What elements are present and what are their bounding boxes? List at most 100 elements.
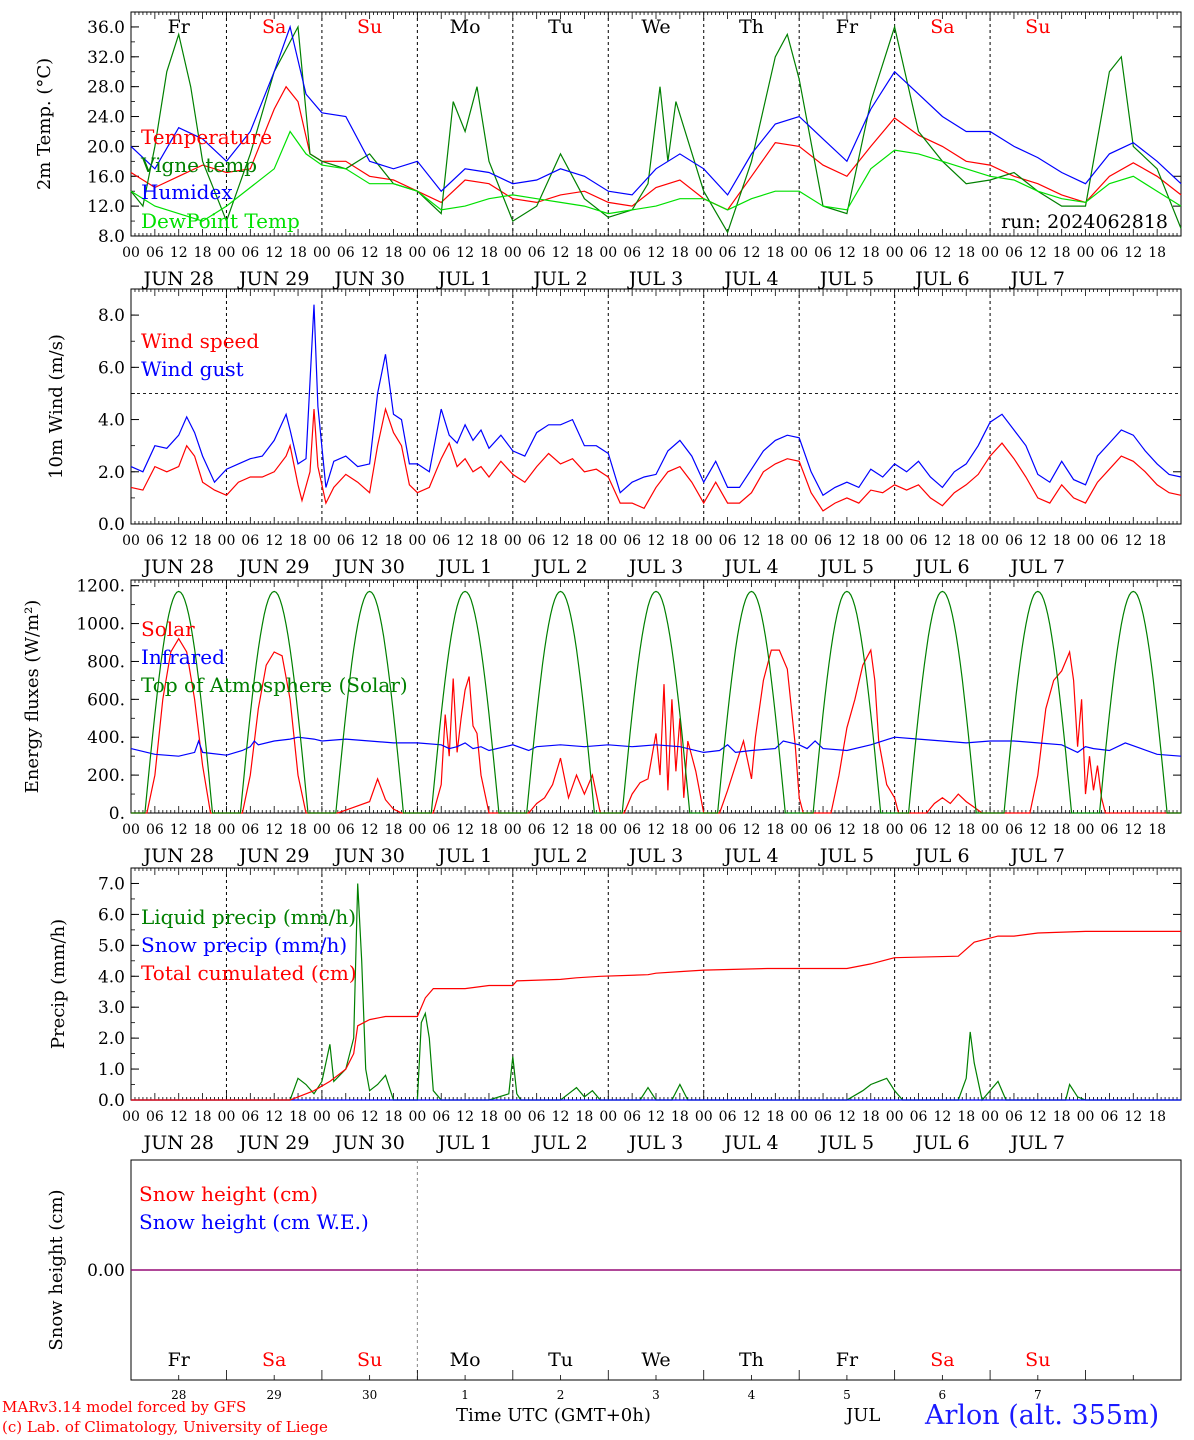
hour-tick-label: 18 — [957, 533, 975, 549]
hour-tick-label: 12 — [265, 822, 283, 838]
day-number-label: 7 — [1034, 1388, 1042, 1402]
hour-tick-label: 06 — [623, 822, 641, 838]
hour-tick-label: 18 — [766, 822, 784, 838]
date-label: JUL 5 — [818, 556, 874, 578]
hour-tick-label: 12 — [552, 533, 570, 549]
hour-tick-label: 06 — [910, 533, 928, 549]
hour-tick-label: 06 — [432, 245, 450, 261]
hour-tick-label: 06 — [1005, 1109, 1023, 1125]
hour-tick-label: 06 — [814, 822, 832, 838]
hour-tick-label: 12 — [170, 822, 188, 838]
date-label: JUL 3 — [627, 1132, 683, 1154]
date-label: JUL 1 — [436, 556, 492, 578]
date-label: JUL 2 — [531, 845, 587, 867]
hour-tick-label: 12 — [552, 1109, 570, 1125]
hour-tick-label: 12 — [1029, 1109, 1047, 1125]
hour-tick-label: 00 — [504, 822, 522, 838]
hour-tick-label: 06 — [814, 1109, 832, 1125]
series-line-wind-gust — [130, 304, 1182, 497]
hour-tick-label: 18 — [575, 1109, 593, 1125]
hour-tick-label: 00 — [981, 1109, 999, 1125]
day-name-label: Th — [739, 1349, 764, 1371]
hour-tick-label: 00 — [599, 822, 617, 838]
legend-entry: Snow height (cm W.E.) — [139, 1210, 369, 1234]
y-tick-label: 8.0 — [98, 306, 125, 326]
y-axis-title: Snow height (cm) — [46, 1189, 67, 1350]
hour-tick-label: 00 — [1077, 245, 1095, 261]
date-label: JUL 7 — [1009, 268, 1065, 290]
hour-tick-label: 06 — [623, 245, 641, 261]
date-label: JUN 30 — [332, 556, 404, 578]
hour-tick-label: 12 — [552, 245, 570, 261]
day-name-label: Fr — [836, 16, 859, 38]
date-label: JUL 2 — [531, 268, 587, 290]
hour-tick-label: 06 — [528, 822, 546, 838]
hour-tick-label: 12 — [647, 822, 665, 838]
hour-tick-label: 12 — [1029, 533, 1047, 549]
x-axis-title: Time UTC (GMT+0h) — [456, 1405, 651, 1426]
hour-tick-label: 18 — [194, 245, 212, 261]
hour-tick-label: 18 — [289, 1109, 307, 1125]
hour-tick-label: 12 — [1124, 822, 1142, 838]
hour-tick-label: 12 — [933, 245, 951, 261]
hour-tick-label: 00 — [599, 533, 617, 549]
series-line-total-cumulated-cm — [131, 930, 1181, 1101]
day-name-label: Mo — [450, 1349, 481, 1371]
hour-tick-label: 00 — [1077, 1109, 1095, 1125]
hour-tick-label: 12 — [743, 533, 761, 549]
day-number-label: 3 — [652, 1388, 660, 1402]
hour-tick-label: 06 — [432, 533, 450, 549]
hour-tick-label: 06 — [1005, 533, 1023, 549]
hour-tick-label: 06 — [146, 822, 164, 838]
day-name-label: Su — [1025, 1349, 1050, 1371]
y-tick-label: 0.0 — [98, 1091, 125, 1111]
date-label: JUL 7 — [1009, 845, 1065, 867]
day-name-label: Tu — [548, 16, 573, 38]
hour-tick-label: 12 — [265, 1109, 283, 1125]
hour-tick-label: 06 — [241, 533, 259, 549]
legend-entry: DewPoint Temp — [141, 209, 300, 233]
legend-entry: Solar — [141, 617, 195, 641]
hour-tick-label: 18 — [957, 1109, 975, 1125]
hour-tick-label: 00 — [122, 245, 140, 261]
hour-tick-label: 00 — [408, 822, 426, 838]
y-tick-label: 800. — [87, 652, 125, 672]
date-label: JUN 28 — [141, 845, 213, 867]
date-label: JUL 7 — [1009, 556, 1065, 578]
y-tick-label: 28.0 — [87, 78, 125, 98]
date-label: JUL 5 — [818, 845, 874, 867]
hour-tick-label: 06 — [432, 822, 450, 838]
hour-tick-label: 18 — [575, 822, 593, 838]
hour-tick-label: 06 — [719, 822, 737, 838]
credit-line-1: MARv3.14 model forced by GFS — [2, 1398, 247, 1416]
hour-tick-label: 12 — [361, 245, 379, 261]
y-tick-label: 200. — [87, 766, 125, 786]
legend-entry: Infrared — [141, 645, 225, 669]
hour-tick-label: 12 — [456, 533, 474, 549]
day-number-label: 29 — [267, 1388, 282, 1402]
hour-tick-label: 00 — [504, 533, 522, 549]
hour-tick-label: 06 — [910, 1109, 928, 1125]
hour-tick-label: 18 — [575, 533, 593, 549]
hour-tick-label: 06 — [910, 245, 928, 261]
y-tick-label: 0.0 — [98, 515, 125, 535]
hour-tick-label: 18 — [671, 1109, 689, 1125]
date-label: JUL 6 — [913, 556, 969, 578]
hour-tick-label: 06 — [623, 1109, 641, 1125]
day-number-label: 1 — [461, 1388, 469, 1402]
hour-tick-label: 06 — [432, 1109, 450, 1125]
legend-entry: Liquid precip (mm/h) — [141, 905, 356, 929]
hour-tick-label: 12 — [838, 533, 856, 549]
day-name-label: Su — [357, 16, 382, 38]
legend-entry: Wind gust — [141, 357, 244, 381]
date-label: JUN 30 — [332, 268, 404, 290]
legend-entry: Total cumulated (cm) — [141, 961, 357, 985]
y-tick-label: 16.0 — [87, 167, 125, 187]
hour-tick-label: 06 — [528, 1109, 546, 1125]
hour-tick-label: 18 — [957, 245, 975, 261]
hour-tick-label: 06 — [528, 245, 546, 261]
hour-tick-label: 18 — [289, 533, 307, 549]
hour-tick-label: 00 — [1077, 533, 1095, 549]
hour-tick-label: 18 — [862, 1109, 880, 1125]
